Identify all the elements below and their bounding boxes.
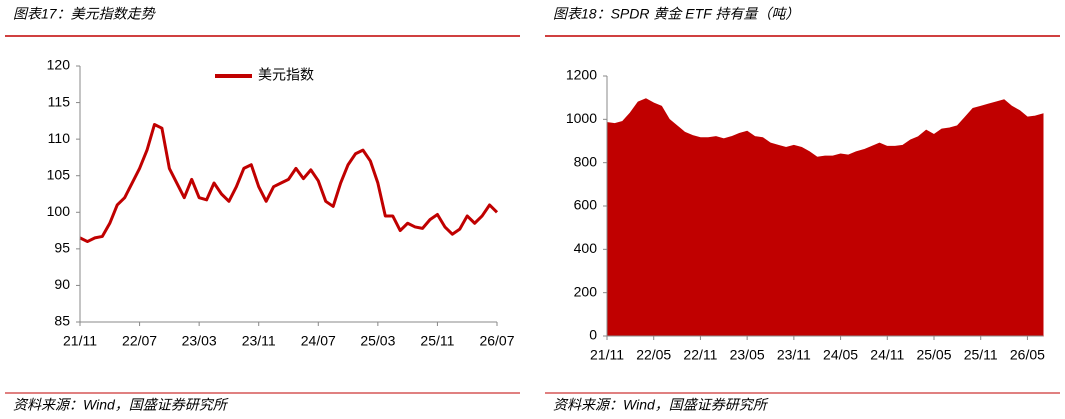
y-tick-label: 600 [574, 197, 598, 213]
x-tick-label: 23/03 [182, 333, 217, 349]
y-tick-label: 95 [54, 240, 70, 256]
x-tick-label: 23/11 [777, 347, 811, 363]
x-tick-label: 24/11 [870, 347, 904, 363]
x-tick-label: 25/05 [916, 347, 951, 363]
x-tick-label: 25/11 [420, 333, 454, 349]
x-tick-label: 26/07 [479, 333, 514, 349]
y-tick-label: 800 [574, 153, 598, 169]
x-tick-label: 22/11 [683, 347, 717, 363]
x-tick-label: 21/11 [590, 347, 624, 363]
y-tick-label: 105 [47, 166, 71, 182]
legend-label: 美元指数 [258, 67, 314, 83]
x-tick-label: 21/11 [63, 333, 97, 349]
x-tick-label: 24/05 [823, 347, 858, 363]
x-tick-label: 24/07 [301, 333, 336, 349]
y-tick-label: 400 [574, 240, 598, 256]
y-tick-label: 85 [54, 313, 70, 329]
x-tick-label: 25/11 [964, 347, 998, 363]
y-tick-label: 100 [47, 203, 71, 219]
line [79, 123, 499, 244]
source: 资料来源：Wind，国盛证券研究所 [13, 397, 229, 413]
y-tick-label: 0 [589, 327, 597, 343]
y-tick-label: 90 [54, 276, 70, 292]
y-tick-label: 1000 [566, 110, 597, 126]
area [606, 98, 1044, 337]
x-tick-label: 26/05 [1010, 347, 1045, 363]
x-tick-label: 23/11 [242, 333, 276, 349]
chart-title: 图表18：SPDR 黄金 ETF 持有量（吨） [553, 6, 799, 22]
y-tick-label: 110 [48, 130, 71, 146]
y-tick-label: 200 [574, 283, 598, 299]
x-tick-label: 23/05 [730, 347, 765, 363]
y-tick-label: 120 [47, 57, 71, 73]
y-tick-label: 115 [48, 93, 71, 109]
y-tick-label: 1200 [566, 67, 597, 83]
x-tick-label: 22/05 [636, 347, 671, 363]
source: 资料来源：Wind，国盛证券研究所 [553, 397, 769, 413]
chart-title: 图表17：美元指数走势 [13, 6, 157, 22]
x-tick-label: 22/07 [122, 333, 157, 349]
x-tick-label: 25/03 [360, 333, 395, 349]
